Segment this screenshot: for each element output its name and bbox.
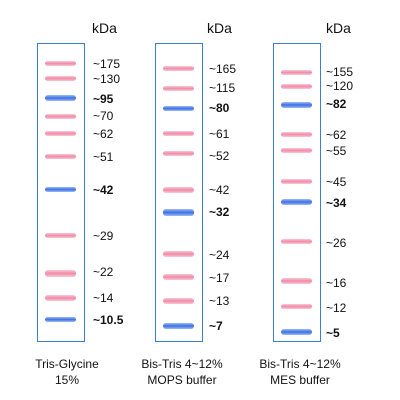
marker-label: ~55	[326, 144, 347, 158]
marker-label: ~130	[93, 72, 121, 86]
band-34	[281, 199, 312, 205]
band-26	[281, 239, 312, 244]
band-70	[45, 114, 76, 119]
marker-label: ~12	[326, 301, 347, 315]
caption-line: MOPS buffer	[147, 373, 217, 387]
marker-label: ~26	[326, 236, 347, 250]
caption-line: 15%	[54, 373, 80, 387]
gel-lane-tris-glycine	[37, 43, 85, 342]
band-32	[163, 209, 194, 216]
gel-lane-mes	[273, 43, 321, 342]
caption-line: MES buffer	[270, 373, 330, 387]
band-5	[281, 329, 312, 335]
band-61	[163, 131, 194, 136]
marker-label: ~70	[93, 109, 114, 123]
band-13	[163, 298, 194, 304]
band-42	[163, 187, 194, 193]
marker-label: ~42	[93, 183, 114, 197]
band-155	[281, 70, 312, 75]
marker-label: ~42	[209, 183, 230, 197]
band-16	[281, 278, 312, 284]
marker-label: ~22	[93, 265, 114, 279]
marker-label: ~115	[209, 81, 236, 95]
band-52	[163, 151, 194, 156]
marker-label: ~175	[93, 57, 121, 71]
band-17	[163, 274, 194, 280]
marker-label: ~16	[326, 276, 347, 290]
marker-label: ~62	[93, 127, 114, 141]
gel-lane-mops	[155, 43, 203, 342]
band-95	[45, 95, 76, 101]
caption-line: Bis-Tris 4~12%	[141, 357, 223, 371]
marker-label: ~95	[93, 92, 114, 106]
band-175	[45, 61, 76, 66]
marker-label: ~34	[326, 196, 347, 210]
marker-label: ~29	[93, 229, 114, 243]
band-42	[45, 187, 76, 192]
marker-label: ~155	[326, 65, 354, 79]
caption-line: Bis-Tris 4~12%	[259, 357, 341, 371]
marker-label: ~165	[209, 62, 237, 76]
marker-label: ~45	[326, 175, 347, 189]
marker-label: ~14	[93, 291, 114, 305]
marker-label: ~17	[209, 271, 230, 285]
marker-label: ~10.5	[93, 313, 124, 327]
band-51	[45, 154, 76, 159]
band-82	[281, 102, 312, 108]
band-62	[45, 131, 76, 136]
marker-label: ~13	[209, 294, 230, 308]
band-80	[163, 106, 194, 111]
caption-line: Tris-Glycine	[35, 357, 99, 371]
caption-tris-glycine: Tris-Glycine 15%	[27, 356, 107, 388]
marker-label: ~5	[326, 326, 340, 340]
band-24	[163, 251, 194, 257]
band-12	[281, 304, 312, 309]
unit-label-1: kDa	[92, 20, 117, 36]
marker-label: ~32	[209, 205, 230, 219]
band-14	[45, 295, 76, 301]
band-165	[163, 66, 194, 71]
caption-mes: Bis-Tris 4~12% MES buffer	[252, 356, 348, 388]
marker-label: ~120	[326, 79, 354, 93]
marker-label: ~52	[209, 149, 230, 163]
band-120	[281, 84, 312, 89]
band-22	[45, 270, 76, 277]
band-7	[163, 323, 194, 329]
caption-mops: Bis-Tris 4~12% MOPS buffer	[134, 356, 230, 388]
band-45	[281, 179, 312, 184]
marker-label: ~80	[209, 101, 230, 115]
marker-label: ~62	[326, 128, 347, 142]
unit-label-2: kDa	[207, 20, 232, 36]
band-29	[45, 233, 76, 238]
band-62	[281, 132, 312, 137]
band-130	[45, 76, 76, 81]
band-10-5	[45, 317, 76, 322]
marker-label: ~24	[209, 248, 230, 262]
marker-label: ~51	[93, 150, 114, 164]
marker-label: ~82	[326, 97, 347, 111]
band-55	[281, 148, 312, 153]
unit-label-3: kDa	[326, 20, 351, 36]
band-115	[163, 86, 194, 91]
marker-label: ~61	[209, 127, 230, 141]
marker-label: ~7	[209, 319, 223, 333]
